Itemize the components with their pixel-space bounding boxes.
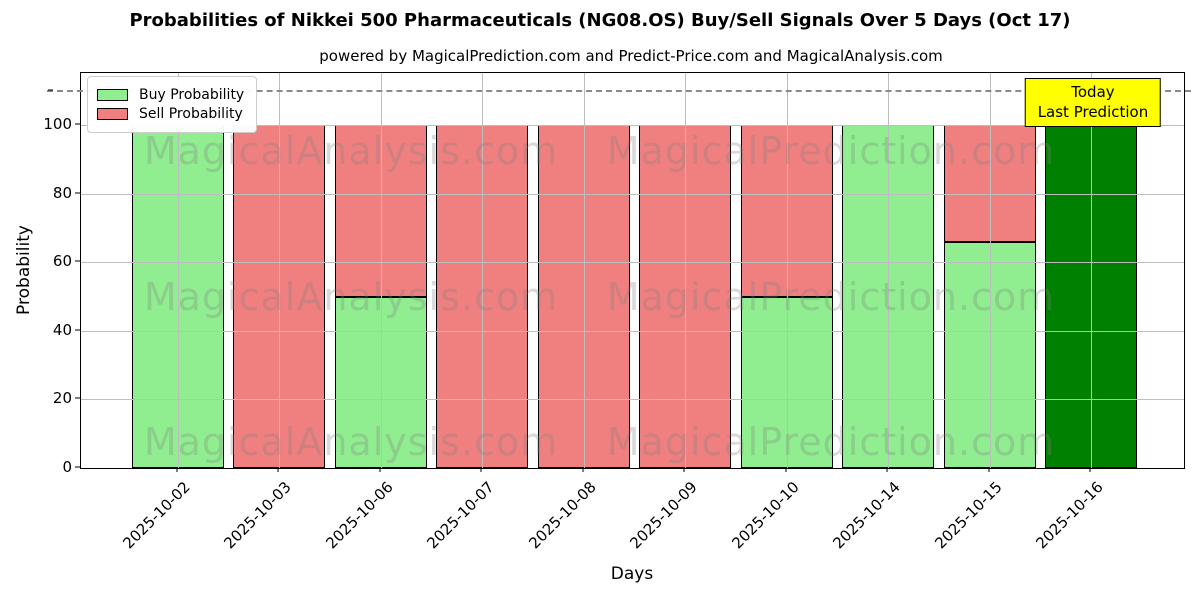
xtick-mark-2025-10-03 (277, 467, 279, 472)
xtick-label-2025-10-08: 2025-10-08 (525, 478, 600, 553)
chart-title: Probabilities of Nikkei 500 Pharmaceutic… (129, 10, 1071, 31)
gridline-x-2025-10-09 (685, 73, 687, 468)
xtick-mark-2025-10-06 (379, 467, 381, 472)
xtick-label-2025-10-06: 2025-10-06 (322, 478, 397, 553)
ytick-label-20: 20 (52, 389, 72, 408)
ytick-mark-20 (75, 397, 80, 399)
legend-item-buy: Buy Probability (97, 87, 244, 103)
x-axis-label: Days (610, 564, 654, 584)
xtick-label-2025-10-10: 2025-10-10 (727, 478, 803, 553)
gridline-x-2025-10-15 (989, 73, 991, 468)
xtick-mark-2025-10-16 (1089, 467, 1091, 472)
xtick-mark-2025-10-07 (480, 467, 482, 472)
today-annotation: Today Last Prediction (1024, 78, 1162, 127)
xtick-label-2025-10-16: 2025-10-16 (1032, 478, 1107, 553)
xtick-label-2025-10-07: 2025-10-07 (423, 478, 499, 553)
ytick-mark-80 (75, 192, 80, 194)
gridline-y-20 (81, 399, 1184, 401)
xtick-label-2025-10-15: 2025-10-15 (930, 478, 1006, 553)
ytick-mark-0 (75, 466, 80, 468)
watermark-prediction-2: MagicalPrediction.com (606, 420, 1056, 464)
watermark-analysis-2: MagicalAnalysis.com (143, 420, 559, 464)
gridline-x-2025-10-02 (178, 73, 179, 468)
ytick-mark-40 (75, 329, 80, 331)
gridline-x-2025-10-10 (786, 73, 788, 468)
gridline-x-2025-10-07 (482, 73, 484, 468)
legend-label-buy: Buy Probability (139, 87, 245, 103)
xtick-label-2025-10-02: 2025-10-02 (119, 478, 194, 553)
legend-item-sell: Sell Probability (97, 106, 244, 122)
chart-subtitle: powered by MagicalPrediction.com and Pre… (319, 47, 943, 65)
watermark-prediction-1: MagicalPrediction.com (606, 275, 1056, 319)
xtick-mark-2025-10-10 (785, 467, 787, 472)
watermark-analysis-1: MagicalAnalysis.com (143, 275, 559, 319)
ytick-mark-100 (75, 123, 80, 125)
gridline-x-2025-10-14 (888, 73, 890, 468)
ytick-label-40: 40 (52, 320, 72, 339)
gridline-x-2025-10-03 (279, 73, 281, 468)
gridline-x-2025-10-06 (380, 73, 382, 468)
xtick-mark-2025-10-14 (886, 467, 888, 472)
ytick-label-0: 0 (62, 458, 72, 476)
ytick-label-80: 80 (52, 183, 72, 202)
gridline-x-2025-10-16 (1090, 73, 1092, 468)
watermark-prediction-0: MagicalPrediction.com (606, 129, 1056, 173)
sell-color-swatch (97, 108, 128, 120)
threshold-dashed-line (47, 89, 1191, 92)
plot-area: Buy Probability Sell Probability Today L… (47, 72, 1191, 469)
today-annotation-line1: Today (1071, 83, 1115, 101)
gridline-x-2025-10-08 (583, 73, 585, 468)
xtick-mark-2025-10-02 (176, 467, 178, 472)
today-annotation-line2: Last Prediction (1037, 103, 1149, 122)
legend-label-sell: Sell Probability (139, 106, 243, 122)
ytick-label-60: 60 (52, 252, 72, 271)
ytick-label-100: 100 (43, 115, 72, 133)
y-axis-label: Probability (14, 225, 34, 315)
xtick-mark-2025-10-09 (683, 467, 685, 472)
buy-color-swatch (97, 89, 128, 101)
gridline-y-40 (81, 330, 1184, 332)
ytick-mark-threshold (48, 89, 53, 91)
xtick-label-2025-10-03: 2025-10-03 (220, 478, 296, 553)
gridline-y-100 (81, 125, 1184, 126)
xtick-mark-2025-10-08 (582, 467, 584, 472)
watermark-analysis-0: MagicalAnalysis.com (143, 129, 559, 173)
ytick-mark-60 (75, 260, 80, 262)
legend: Buy Probability Sell Probability (87, 76, 258, 133)
gridline-y-80 (81, 193, 1184, 195)
xtick-label-2025-10-14: 2025-10-14 (829, 478, 904, 553)
xtick-label-2025-10-09: 2025-10-09 (626, 478, 701, 553)
xtick-mark-2025-10-15 (988, 467, 990, 472)
gridline-y-60 (81, 262, 1184, 264)
